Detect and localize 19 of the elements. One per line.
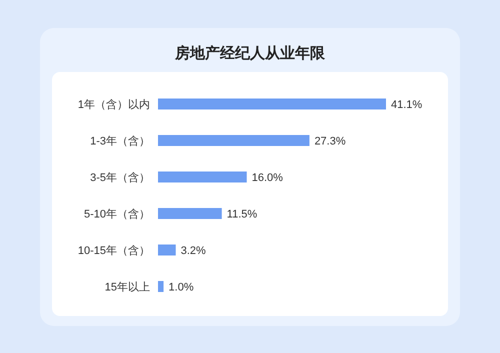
data-label: 11.5%: [226, 208, 258, 220]
bar: [158, 135, 310, 146]
data-label: 41.1%: [391, 99, 422, 111]
chart-title: 房地产经纪人从业年限: [174, 44, 326, 62]
bar: [158, 172, 247, 182]
bar: [158, 98, 386, 110]
y-tick-label: 3-5年（含）: [90, 171, 150, 184]
data-label: 16.0%: [252, 172, 284, 184]
y-tick-label: 5-10年（含）: [84, 208, 150, 220]
data-label: 3.2%: [180, 245, 206, 257]
data-label: 1.0%: [168, 282, 194, 294]
bar: [158, 281, 164, 292]
y-tick-label: 1年（含）以内: [78, 98, 150, 111]
bar: [158, 208, 222, 219]
bar: [158, 244, 176, 256]
data-label: 27.3%: [314, 136, 346, 148]
y-tick-label: 10-15年（含）: [78, 244, 150, 257]
y-tick-label: 1-3年（含）: [90, 134, 150, 148]
y-tick-label: 15年以上: [104, 280, 150, 294]
